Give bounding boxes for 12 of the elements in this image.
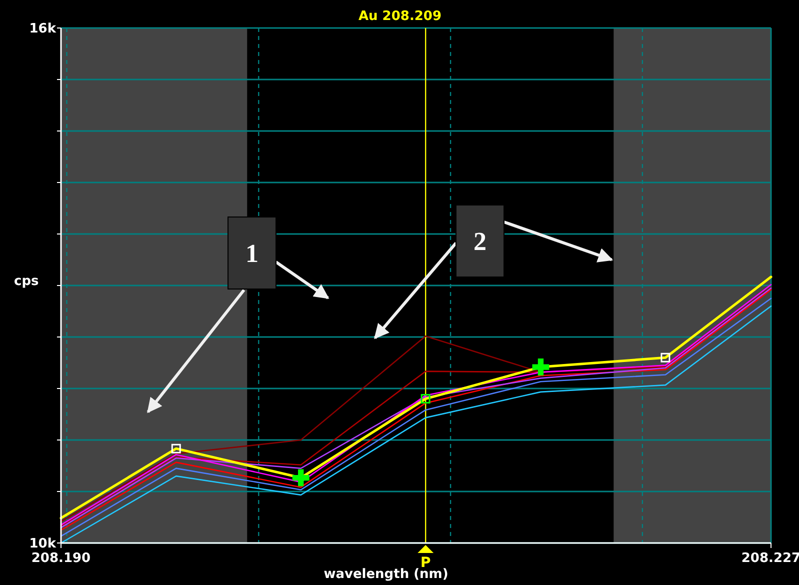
y-tick-label: 10k	[29, 536, 56, 552]
point	[660, 352, 670, 362]
point	[171, 444, 181, 454]
point	[292, 469, 310, 486]
point	[420, 394, 430, 404]
y-axis-title: cps	[14, 274, 40, 289]
annotation: 2	[474, 227, 486, 256]
chart-title: Au 208.209	[358, 9, 442, 24]
point	[532, 358, 550, 376]
annotation: 1	[246, 239, 258, 268]
y-tick-label: 16k	[29, 22, 56, 37]
x-tick-label: 208.190	[31, 551, 91, 566]
